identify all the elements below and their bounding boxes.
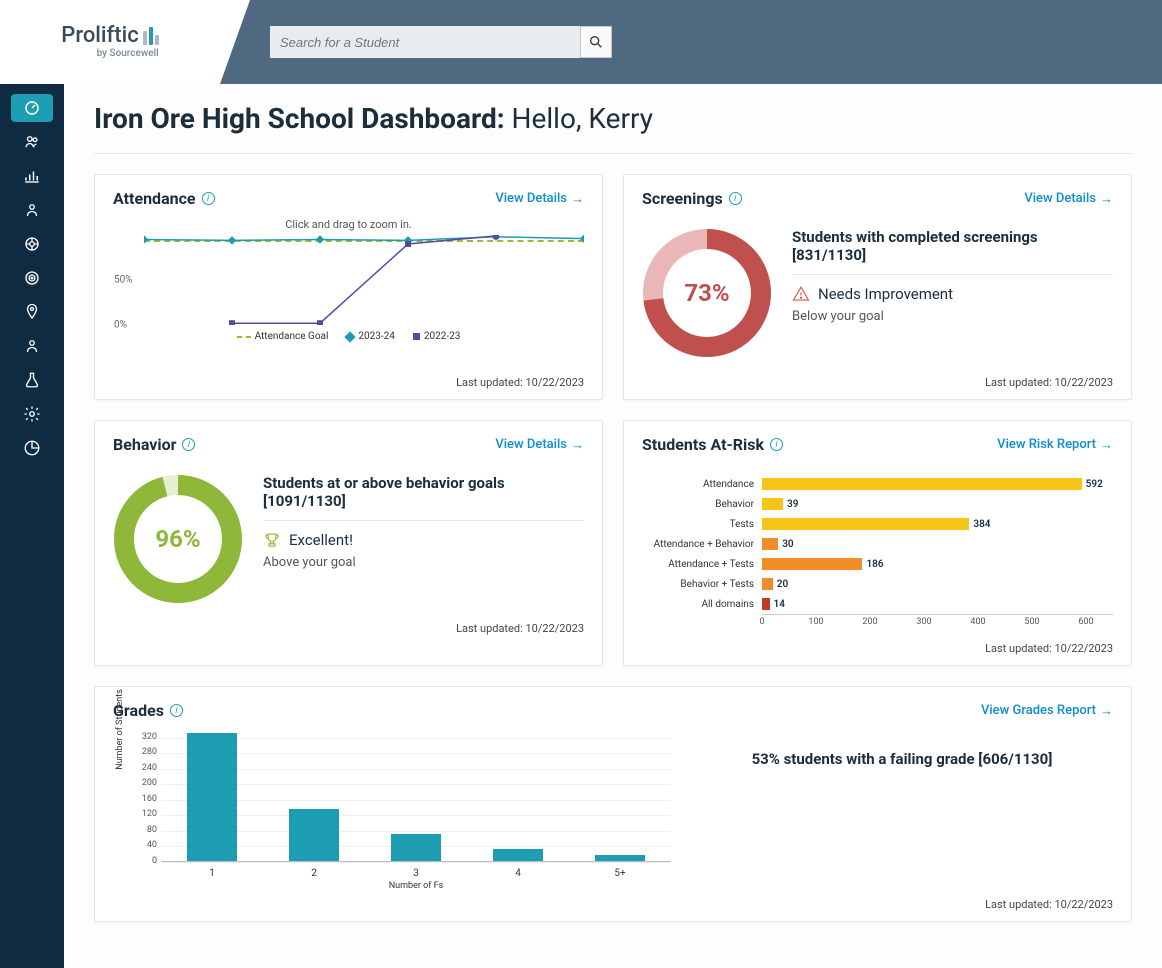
flask-icon <box>23 371 41 389</box>
atrisk-row: Tests384 <box>642 514 1113 534</box>
sidebar-item-chart[interactable] <box>11 162 53 190</box>
attendance-hint: Click and drag to zoom in. <box>113 218 584 231</box>
screenings-status-sub: Below your goal <box>792 309 1113 324</box>
info-icon[interactable]: i <box>770 438 783 451</box>
search <box>270 26 612 58</box>
atrisk-view-report[interactable]: View Risk Report→ <box>997 437 1113 453</box>
profile-icon <box>23 337 41 355</box>
attendance-updated: Last updated: 10/22/2023 <box>113 376 584 389</box>
behavior-card: Behavior i View Details→ 96% Students at… <box>94 420 603 666</box>
screenings-view-details[interactable]: View Details→ <box>1024 191 1113 207</box>
atrisk-card: Students At-Risk i View Risk Report→ Att… <box>623 420 1132 666</box>
trophy-icon <box>263 531 281 549</box>
grades-view-report[interactable]: View Grades Report→ <box>981 703 1113 719</box>
attendance-chart[interactable]: Click and drag to zoom in. 0%50% Attenda… <box>113 218 584 368</box>
attendance-view-details[interactable]: View Details→ <box>495 191 584 207</box>
info-icon[interactable]: i <box>182 438 195 451</box>
screenings-heading: Students with completed screenings [831/… <box>792 228 1113 275</box>
logo[interactable]: Proliftic by Sourcewell <box>0 0 220 84</box>
screenings-status: Needs Improvement <box>792 285 1113 303</box>
sidebar-item-dashboard[interactable] <box>11 94 53 122</box>
info-icon[interactable]: i <box>170 704 183 717</box>
atrisk-row: Attendance + Tests186 <box>642 554 1113 574</box>
behavior-status: Excellent! <box>263 531 584 549</box>
app-name: Proliftic <box>61 25 138 47</box>
page-title: Iron Ore High School Dashboard: Hello, K… <box>94 102 1132 135</box>
pie-icon <box>23 439 41 457</box>
atrisk-row: Attendance592 <box>642 474 1113 494</box>
sidebar-item-flask[interactable] <box>11 366 53 394</box>
atrisk-row: Behavior39 <box>642 494 1113 514</box>
logo-bars-icon <box>143 27 159 45</box>
atrisk-title: Students At-Risk i <box>642 435 783 454</box>
person-icon <box>23 201 41 219</box>
grades-updated: Last updated: 10/22/2023 <box>113 898 1113 911</box>
search-input[interactable] <box>270 26 580 58</box>
sidebar-item-person[interactable] <box>11 196 53 224</box>
behavior-updated: Last updated: 10/22/2023 <box>113 622 584 635</box>
warning-icon <box>792 285 810 303</box>
atrisk-row: All domains14 <box>642 594 1113 614</box>
sidebar-item-pin[interactable] <box>11 298 53 326</box>
atrisk-bars: Attendance592Behavior39Tests384Attendanc… <box>642 464 1113 634</box>
behavior-heading: Students at or above behavior goals [109… <box>263 474 584 521</box>
sidebar-item-gear[interactable] <box>11 400 53 428</box>
sidebar-item-lifebuoy[interactable] <box>11 230 53 258</box>
behavior-status-sub: Above your goal <box>263 555 584 570</box>
users-icon <box>23 133 41 151</box>
sidebar <box>0 84 64 968</box>
grades-heading: 53% students with a failing grade [606/1… <box>691 750 1113 768</box>
sidebar-item-target[interactable] <box>11 264 53 292</box>
behavior-view-details[interactable]: View Details→ <box>495 437 584 453</box>
dashboard-icon <box>23 99 41 117</box>
atrisk-updated: Last updated: 10/22/2023 <box>642 642 1113 655</box>
attendance-title: Attendance i <box>113 189 215 208</box>
topbar: Proliftic by Sourcewell <box>0 0 1162 84</box>
sidebar-item-pie[interactable] <box>11 434 53 462</box>
gear-icon <box>23 405 41 423</box>
screenings-donut: 73% <box>642 228 772 358</box>
attendance-card: Attendance i View Details→ Click and dra… <box>94 174 603 400</box>
attendance-legend: Attendance Goal 2023-24 2022-23 <box>113 331 584 342</box>
atrisk-row: Attendance + Behavior30 <box>642 534 1113 554</box>
sidebar-item-profile[interactable] <box>11 332 53 360</box>
title-divider <box>94 153 1132 154</box>
search-button[interactable] <box>580 26 612 58</box>
chart-icon <box>23 167 41 185</box>
screenings-card: Screenings i View Details→ 73% Students … <box>623 174 1132 400</box>
search-icon <box>588 34 604 50</box>
grades-bars: Number of Students 040801201602002402803… <box>131 730 671 890</box>
screenings-title: Screenings i <box>642 189 742 208</box>
info-icon[interactable]: i <box>202 192 215 205</box>
behavior-donut: 96% <box>113 474 243 604</box>
app-byline: by Sourcewell <box>97 49 159 59</box>
info-icon[interactable]: i <box>729 192 742 205</box>
grades-ylabel: Number of Students <box>115 689 125 770</box>
lifebuoy-icon <box>23 235 41 253</box>
atrisk-row: Behavior + Tests20 <box>642 574 1113 594</box>
main-content: Iron Ore High School Dashboard: Hello, K… <box>64 84 1162 968</box>
pin-icon <box>23 303 41 321</box>
grades-card: Grades i View Grades Report→ Number of S… <box>94 686 1132 922</box>
sidebar-item-users[interactable] <box>11 128 53 156</box>
screenings-updated: Last updated: 10/22/2023 <box>642 376 1113 389</box>
target-icon <box>23 269 41 287</box>
behavior-title: Behavior i <box>113 435 195 454</box>
